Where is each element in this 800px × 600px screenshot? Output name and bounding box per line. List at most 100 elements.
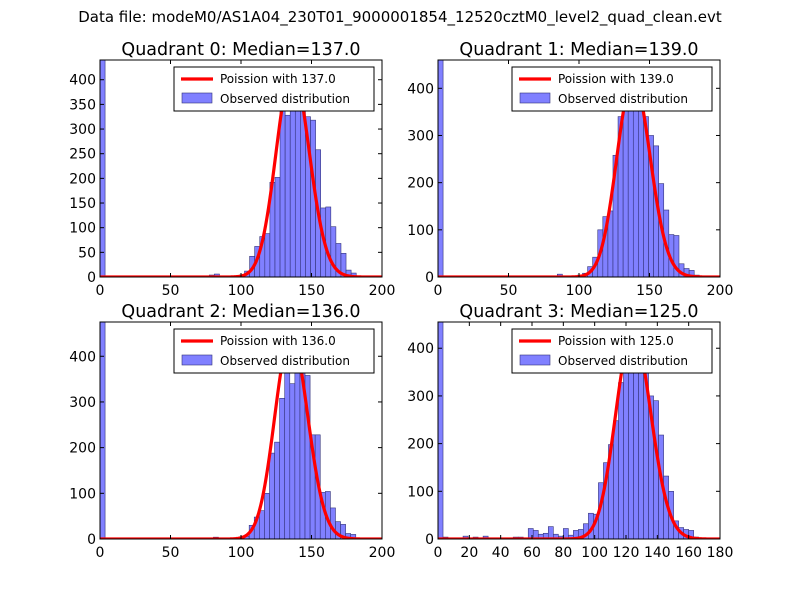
histogram-bar [688,530,694,539]
x-tick-label: 100 [581,545,608,561]
x-tick-label: 140 [644,545,671,561]
x-tick-label: 200 [707,283,734,299]
x-tick-label: 100 [228,283,255,299]
y-tick-label: 300 [407,389,434,405]
y-tick-label: 400 [407,341,434,357]
x-tick-label: 50 [162,283,180,299]
legend: Poission with 137.0 Observed distribution [173,66,375,112]
y-tick-label: 200 [69,441,96,457]
x-tick-label: 100 [566,283,593,299]
legend-label-observed: Observed distribution [558,92,688,106]
histogram-bar [100,60,106,277]
legend-label-poisson: Poission with 125.0 [558,334,674,348]
chart-panel-2: 0 50 100 150 200 0 100 200 300 400 Quadrant 2: Med… [69,302,395,561]
legend-box [511,66,713,112]
legend-label-poisson: Poission with 139.0 [558,72,674,86]
x-tick-label: 50 [500,283,518,299]
y-tick-label: 200 [69,171,96,187]
x-tick-label: 150 [298,283,325,299]
histogram-bar [350,534,357,539]
histogram-bar [274,177,281,277]
axes-frame [437,321,721,540]
histogram-bar [638,90,644,277]
histogram-bar [547,526,554,539]
y-tick-label: 400 [69,349,96,365]
histogram-bar [613,420,619,539]
legend: Poission with 136.0 Observed distribution [173,328,375,374]
y-tick-label: 100 [69,221,96,237]
histogram-bar [264,493,270,539]
x-tick-label: 160 [675,545,702,561]
x-tick-label: 200 [369,545,396,561]
legend-label-observed: Observed distribution [220,354,350,368]
y-tick-label: 300 [407,128,434,144]
legend-label-poisson: Poission with 137.0 [220,72,336,86]
histogram-bar [438,60,444,277]
y-tick-label: 400 [407,81,434,97]
legend-label-observed: Observed distribution [558,354,688,368]
legend-label-observed: Observed distribution [220,92,350,106]
x-tick-label: 20 [460,545,478,561]
x-tick-label: 100 [228,545,255,561]
histogram-bar [688,270,695,277]
chart-title: Quadrant 1: Median=139.0 [459,40,698,60]
legend-label-poisson: Poission with 136.0 [220,334,336,348]
y-tick-label: 0 [425,532,434,548]
x-tick-label: 60 [523,545,541,561]
x-tick-label: 0 [96,545,105,561]
legend-box [511,328,713,374]
y-tick-label: 300 [69,395,96,411]
histogram-bar [627,92,634,277]
histogram-bar [269,452,275,539]
y-tick-label: 0 [87,270,96,286]
histogram-bar [100,322,106,539]
y-tick-label: 0 [87,532,96,548]
y-tick-label: 250 [69,147,96,163]
x-tick-label: 180 [707,545,734,561]
histogram-bar [653,400,659,539]
y-tick-label: 100 [69,486,96,502]
bar-group [438,60,700,277]
y-tick-label: 200 [407,437,434,453]
bar-group [100,60,357,277]
chart-title: Quadrant 2: Median=136.0 [121,302,360,322]
x-tick-label: 50 [162,545,180,561]
x-tick-label: 0 [434,283,443,299]
chart-title: Quadrant 0: Median=137.0 [121,40,360,60]
legend-bar-swatch [181,354,213,366]
chart-title: Quadrant 3: Median=125.0 [459,302,698,322]
x-tick-label: 150 [636,283,663,299]
y-tick-label: 350 [69,97,96,113]
legend-box [173,66,375,112]
x-tick-label: 40 [492,545,510,561]
legend-bar-swatch [519,92,551,104]
x-tick-label: 80 [554,545,572,561]
chart-panel-0: 0 50 100 150 200 0 50 100 150 200 250 300 350 400 Quad… [69,40,395,299]
y-tick-label: 100 [407,223,434,239]
figure-suptitle: Data file: modeM0/AS1A04_230T01_90000018… [78,8,722,26]
chart-panel-3: 0 20 40 60 80 100 120 140 160 180 0 100 200 300 400 Qua… [407,302,733,561]
x-tick-label: 0 [434,545,443,561]
histogram-bar [628,347,634,539]
x-tick-label: 200 [369,283,396,299]
y-tick-label: 200 [407,176,434,192]
x-tick-label: 150 [298,545,325,561]
chart-panel-1: 0 50 100 150 200 0 100 200 300 400 Quadrant 1: Med… [407,40,733,299]
histogram-bar [438,322,444,539]
histogram-bar [279,397,286,539]
legend-box [173,328,375,374]
histogram-bar [633,348,639,539]
y-tick-label: 150 [69,196,96,212]
x-tick-label: 0 [96,283,105,299]
histogram-bar [284,356,291,539]
histogram-bar [289,383,296,539]
histogram-bar [623,353,629,539]
legend: Poission with 139.0 Observed distribution [511,66,713,112]
y-tick-label: 50 [78,245,96,261]
histogram-bar [289,89,296,277]
y-tick-label: 300 [69,122,96,138]
x-tick-label: 120 [613,545,640,561]
y-tick-label: 0 [425,270,434,286]
